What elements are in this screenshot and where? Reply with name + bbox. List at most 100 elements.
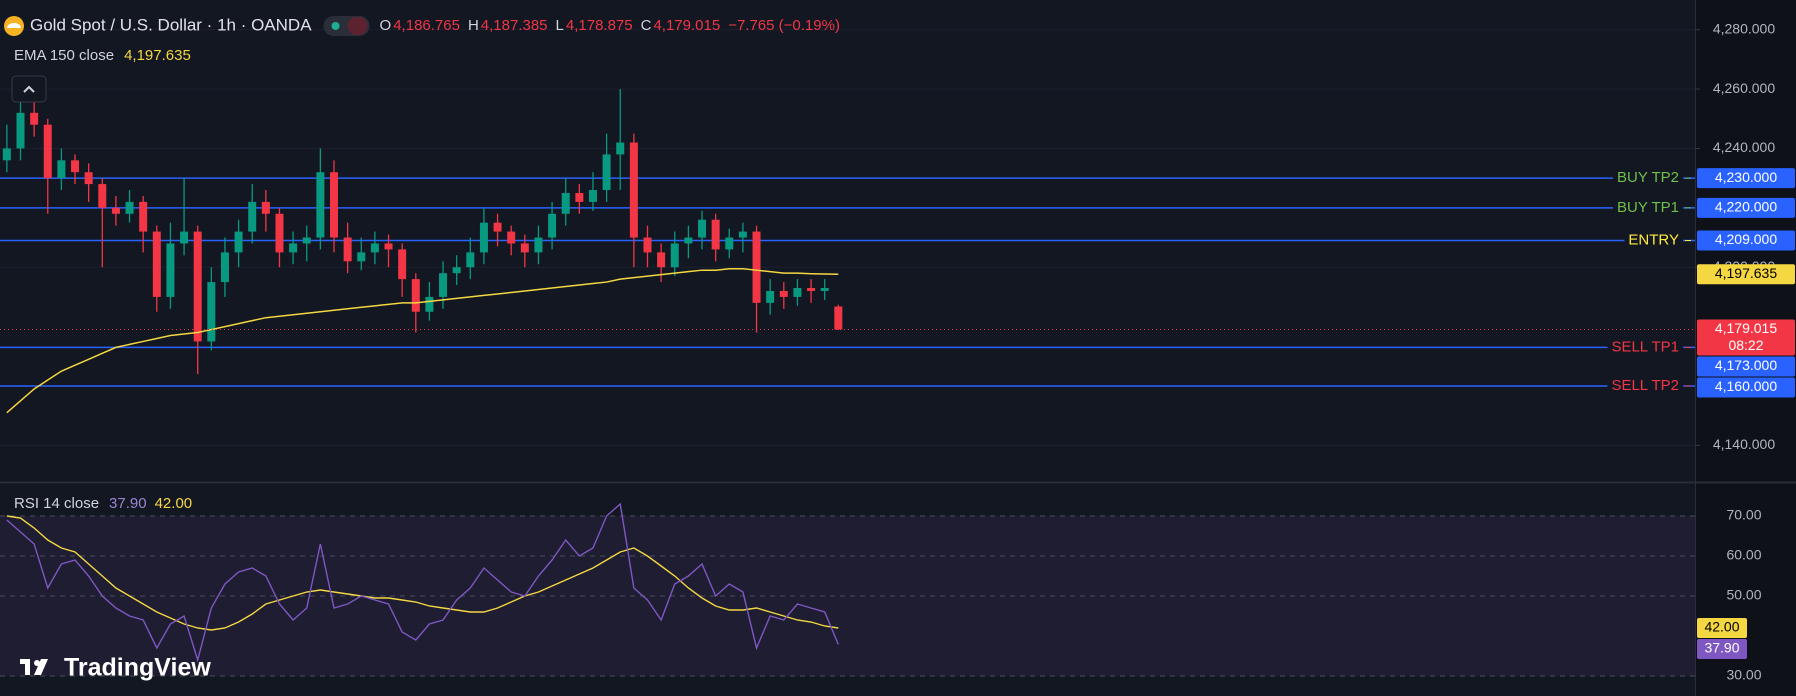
ema-line	[6, 267, 839, 414]
candle-body	[834, 306, 843, 330]
candle-body	[425, 296, 434, 312]
candle-body	[602, 154, 611, 191]
candle-body	[766, 290, 775, 303]
candle-body	[561, 192, 570, 214]
level-price-label: 4,209.000	[1715, 231, 1777, 247]
market-status	[331, 22, 340, 30]
candle-body	[725, 237, 734, 250]
y-tick-label: 60.00	[1726, 547, 1761, 563]
candle-body	[738, 231, 747, 238]
candle-body	[779, 290, 788, 297]
candle-body	[807, 288, 816, 291]
level-price-box	[1697, 168, 1795, 189]
y-tick-label: 50.00	[1726, 587, 1761, 603]
candle-body	[111, 207, 120, 214]
level-name-bg	[1613, 197, 1683, 218]
candle-body	[384, 243, 393, 250]
candle-body	[439, 273, 448, 297]
candle-body	[139, 201, 148, 232]
level-name: SELL TP1	[1611, 338, 1679, 355]
candle-body	[411, 279, 420, 312]
candle-body	[452, 267, 461, 274]
candle-body	[180, 231, 189, 244]
candle-body	[657, 252, 666, 268]
candle-body	[193, 231, 202, 342]
candle-body	[125, 201, 134, 214]
candle-body	[43, 124, 52, 179]
candle-body	[329, 172, 338, 238]
rsi-pane	[0, 484, 1695, 696]
level-name: ENTRY	[1628, 231, 1679, 248]
ema-price-box	[1697, 264, 1795, 285]
level-name-bg	[1613, 168, 1683, 189]
candle-body	[2, 148, 11, 161]
level-name-bg	[1607, 337, 1683, 358]
level-price-box	[1697, 197, 1795, 218]
candle-body	[466, 252, 475, 268]
candle-body	[84, 172, 93, 185]
rsi-line	[6, 502, 839, 663]
y-tick-label: 70.00	[1726, 507, 1761, 523]
candle-body	[370, 243, 379, 253]
candle-body	[98, 184, 107, 208]
rsi-value-label: 42.00	[1704, 619, 1739, 635]
level-name: BUY TP2	[1617, 169, 1679, 186]
legend-text: 4,187.385	[481, 17, 548, 34]
rsi-value-box	[1697, 639, 1747, 659]
candle-body	[30, 112, 39, 125]
candle-body	[643, 237, 652, 253]
level-name: SELL TP2	[1611, 377, 1679, 394]
brand: TradingView	[64, 654, 211, 682]
candle-body	[629, 142, 638, 238]
candle-body	[684, 237, 693, 244]
candle-body	[316, 172, 325, 238]
level-price-label: 4,173.000	[1715, 357, 1777, 373]
level-name-bg	[1624, 230, 1683, 251]
last-price-box	[1697, 319, 1795, 356]
level-price-label: 4,160.000	[1715, 378, 1777, 394]
legend-text: L	[556, 17, 564, 34]
y-tick-label: 4,260.000	[1713, 80, 1775, 96]
candle-body	[588, 190, 597, 202]
logo-mark	[34, 660, 40, 666]
collapse-button[interactable]	[11, 75, 47, 103]
candle-body	[752, 231, 761, 303]
candle-body	[248, 201, 257, 232]
candle-body	[520, 243, 529, 253]
level-price-label: 4,230.000	[1715, 169, 1777, 185]
legend-text: 4,197.635	[124, 47, 191, 64]
candle-body	[507, 231, 516, 244]
rsi-value-box	[1697, 618, 1747, 638]
rsi-value-label: 37.90	[1704, 640, 1739, 656]
legend-text: 4,179.015	[653, 17, 720, 34]
legend-value: 37.90	[109, 495, 147, 512]
candle-body	[575, 192, 584, 202]
candle-body	[57, 160, 66, 179]
candle-body	[234, 231, 243, 253]
candle-body	[220, 252, 229, 283]
level-price-box	[1697, 356, 1795, 377]
y-tick-label: 4,240.000	[1713, 139, 1775, 155]
candle-body	[166, 243, 175, 297]
level-name-bg	[1607, 375, 1683, 396]
legend-text: 4,186.765	[393, 17, 460, 34]
candle-body	[398, 249, 407, 280]
legend-text: H	[468, 17, 479, 34]
candle-body	[548, 213, 557, 238]
level-price-box	[1697, 377, 1795, 398]
level-price-box	[1697, 230, 1795, 251]
legend-text: C	[641, 17, 652, 34]
candle-body	[479, 222, 488, 253]
countdown: 08:22	[1728, 337, 1763, 353]
y-tick-label: 30.00	[1726, 667, 1761, 683]
candle-body	[616, 142, 625, 155]
level-price-label: 4,220.000	[1715, 199, 1777, 215]
candle-body	[275, 213, 284, 253]
candle-body	[16, 112, 25, 149]
legend-text: −7.765 (−0.19%)	[728, 17, 840, 34]
candle-body	[302, 237, 311, 244]
logo-mark	[25, 659, 30, 675]
last-price-label: 4,179.015	[1715, 320, 1777, 336]
